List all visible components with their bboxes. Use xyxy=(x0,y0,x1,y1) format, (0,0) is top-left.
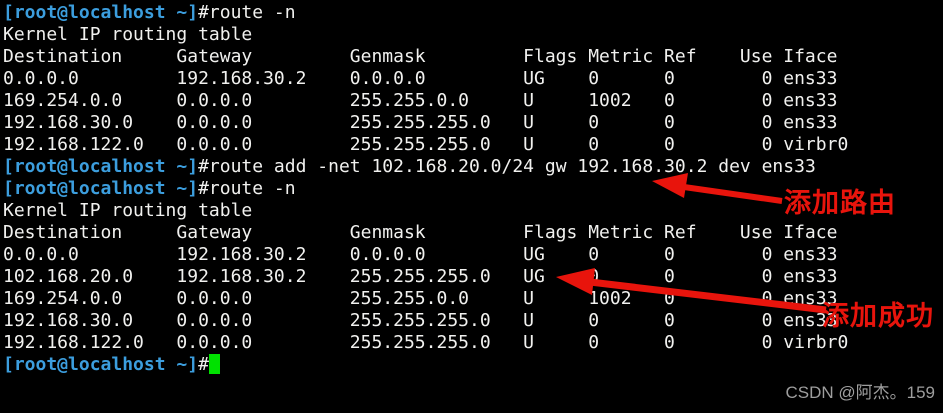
routing-table-title: Kernel IP routing table xyxy=(3,24,943,46)
route-row-text: 192.168.122.0 0.0.0.0 255.255.255.0 U 0 … xyxy=(3,332,849,353)
route-row-text: 0.0.0.0 192.168.30.2 0.0.0.0 UG 0 0 0 en… xyxy=(3,68,838,89)
route-row-added-text: 102.168.20.0 192.168.30.2 255.255.255.0 … xyxy=(3,266,838,287)
route-row-text: 192.168.30.0 0.0.0.0 255.255.255.0 U 0 0… xyxy=(3,112,838,133)
shell-prompt: [root@localhost ~] xyxy=(3,178,199,199)
add-success-label: 添加成功 xyxy=(822,301,934,331)
shell-prompt: [root@localhost ~] xyxy=(3,2,199,23)
prompt-line-route-n: [root@localhost ~]#route -n xyxy=(3,2,943,24)
prompt-line-route-add: [root@localhost ~]#route add -net 102.16… xyxy=(3,156,943,178)
route-row: 0.0.0.0 192.168.30.2 0.0.0.0 UG 0 0 0 en… xyxy=(3,68,943,90)
command-route-n: #route -n xyxy=(198,178,296,199)
shell-prompt: [root@localhost ~] xyxy=(3,354,199,375)
route-row-text: 192.168.122.0 0.0.0.0 255.255.255.0 U 0 … xyxy=(3,134,849,155)
routing-table-header-row: Destination Gateway Genmask Flags Metric… xyxy=(3,46,943,68)
routing-table-title-text: Kernel IP routing table xyxy=(3,24,253,45)
route-row: 0.0.0.0 192.168.30.2 0.0.0.0 UG 0 0 0 en… xyxy=(3,244,943,266)
routing-table-header-text: Destination Gateway Genmask Flags Metric… xyxy=(3,222,838,243)
route-row-text: 192.168.30.0 0.0.0.0 255.255.255.0 U 0 0… xyxy=(3,310,838,331)
routing-table-header-text: Destination Gateway Genmask Flags Metric… xyxy=(3,46,838,67)
command-route-add: #route add -net 102.168.20.0/24 gw 192.1… xyxy=(198,156,816,177)
prompt-line-route-n: [root@localhost ~]#route -n xyxy=(3,178,943,200)
shell-prompt: [root@localhost ~] xyxy=(3,156,199,177)
block-cursor xyxy=(208,354,220,374)
routing-table-title: Kernel IP routing table xyxy=(3,200,943,222)
route-row: 192.168.30.0 0.0.0.0 255.255.255.0 U 0 0… xyxy=(3,112,943,134)
route-row-text: 0.0.0.0 192.168.30.2 0.0.0.0 UG 0 0 0 en… xyxy=(3,244,838,265)
route-row: 169.254.0.0 0.0.0.0 255.255.0.0 U 1002 0… xyxy=(3,90,943,112)
route-row-text: 169.254.0.0 0.0.0.0 255.255.0.0 U 1002 0… xyxy=(3,90,838,111)
command-route-n: #route -n xyxy=(198,2,296,23)
add-route-label: 添加路由 xyxy=(784,188,896,218)
route-row-text: 169.254.0.0 0.0.0.0 255.255.0.0 U 1002 0… xyxy=(3,288,838,309)
route-row: 169.254.0.0 0.0.0.0 255.255.0.0 U 1002 0… xyxy=(3,288,943,310)
route-row: 192.168.122.0 0.0.0.0 255.255.255.0 U 0 … xyxy=(3,332,943,354)
route-row: 192.168.122.0 0.0.0.0 255.255.255.0 U 0 … xyxy=(3,134,943,156)
prompt-hash: # xyxy=(198,354,209,375)
route-row: 192.168.30.0 0.0.0.0 255.255.255.0 U 0 0… xyxy=(3,310,943,332)
csdn-watermark: CSDN @阿杰。159 xyxy=(785,383,935,402)
prompt-line-current: [root@localhost ~]# xyxy=(3,354,943,376)
routing-table-header-row: Destination Gateway Genmask Flags Metric… xyxy=(3,222,943,244)
routing-table-title-text: Kernel IP routing table xyxy=(3,200,253,221)
route-row-added: 102.168.20.0 192.168.30.2 255.255.255.0 … xyxy=(3,266,943,288)
